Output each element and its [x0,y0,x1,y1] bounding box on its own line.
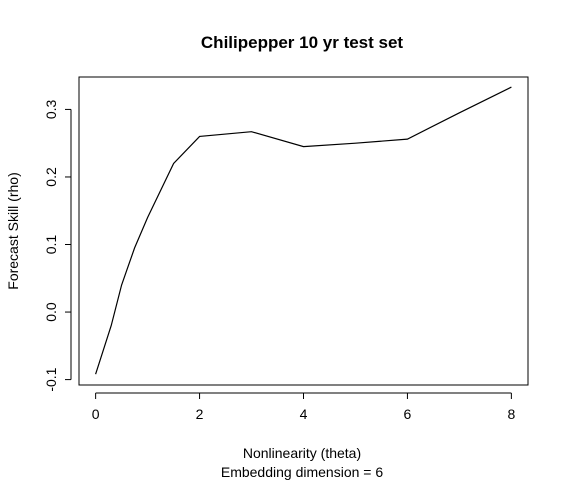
chart-title: Chilipepper 10 yr test set [201,33,404,52]
x-tick-label: 6 [404,406,412,422]
y-axis-label: Forecast Skill (rho) [5,172,21,289]
x-axis-sublabel: Embedding dimension = 6 [221,464,383,480]
y-axis: -0.1 0.0 0.1 0.2 0.3 [43,99,72,392]
series-layer [95,86,512,375]
y-tick-label: 0.0 [43,302,59,322]
y-tick-label: -0.1 [43,367,59,391]
x-axis-label: Nonlinearity (theta) [243,445,361,461]
series-line [95,86,512,375]
x-tick-label: 8 [507,406,515,422]
y-tick-label: 0.1 [43,235,59,255]
x-tick-label: 2 [196,406,204,422]
x-axis: 0 2 4 6 8 [92,392,515,422]
x-tick-label: 0 [92,406,100,422]
x-tick-label: 4 [300,406,308,422]
y-tick-label: 0.3 [43,99,59,119]
y-tick-label: 0.2 [43,167,59,187]
plot-frame [78,76,529,386]
